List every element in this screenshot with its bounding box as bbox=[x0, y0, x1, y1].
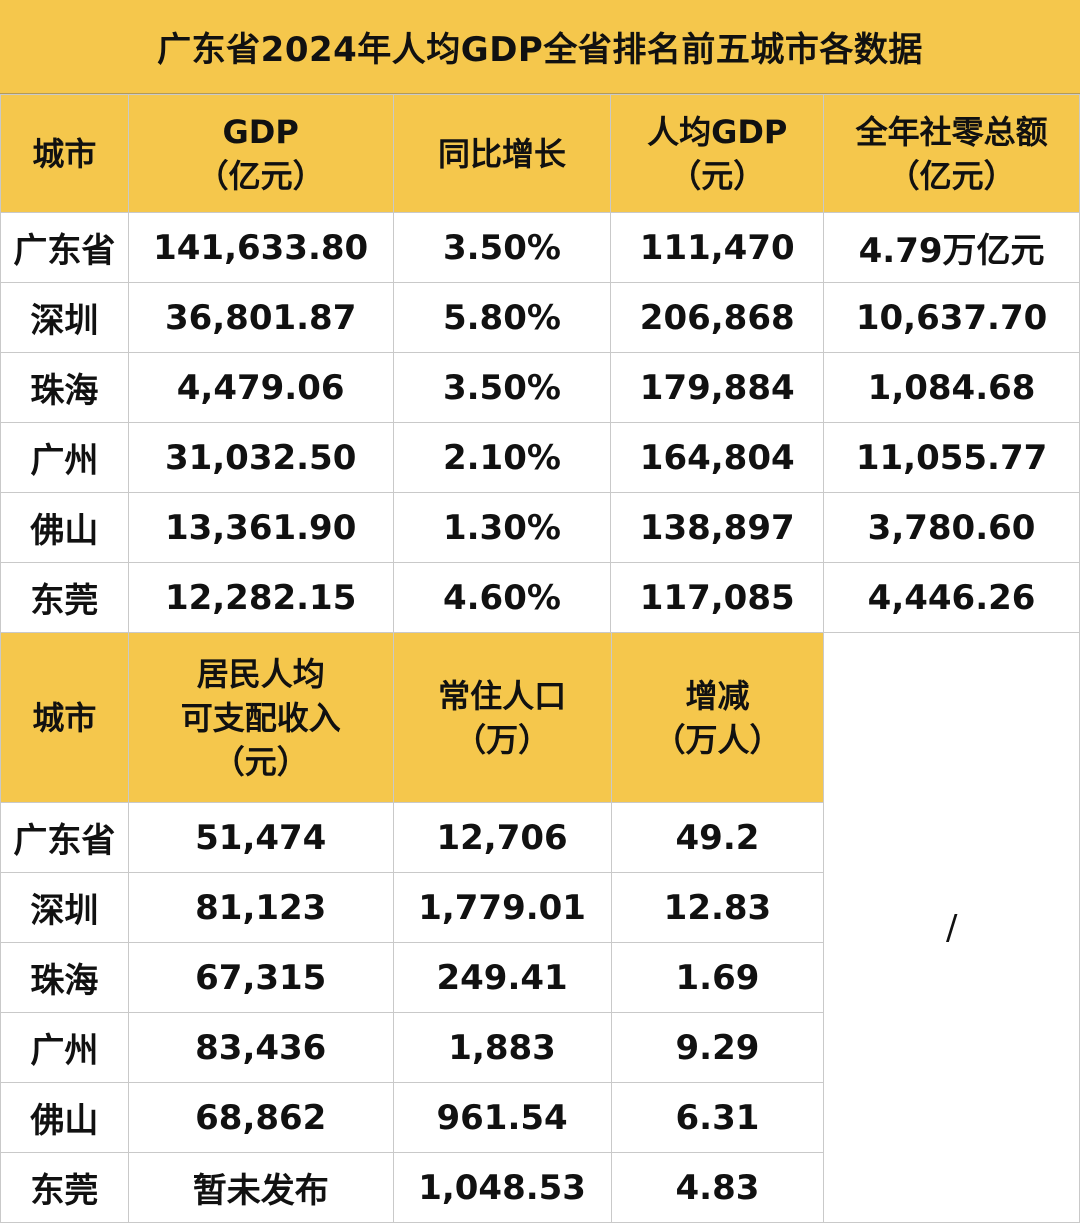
blank-cell: / bbox=[823, 632, 1080, 1223]
value-cell: 31,032.50 bbox=[127, 422, 394, 493]
table-title: 广东省2024年人均GDP全省排名前五城市各数据 bbox=[0, 0, 1080, 94]
column-header-line: 常住人口 bbox=[438, 676, 567, 715]
value-cell: 111,470 bbox=[610, 212, 825, 283]
column-header-line: （亿元） bbox=[196, 156, 325, 195]
table-row: 佛山 13,361.90 1.30% 138,897 3,780.60 bbox=[0, 492, 1080, 563]
city-cell: 东莞 bbox=[0, 1152, 129, 1223]
value-cell: 117,085 bbox=[610, 562, 825, 633]
column-header: 人均GDP （元） bbox=[610, 94, 825, 213]
value-cell: 4,446.26 bbox=[823, 562, 1080, 633]
value-cell: 12,282.15 bbox=[127, 562, 394, 633]
column-header: GDP （亿元） bbox=[127, 94, 394, 213]
value-cell: 2.10% bbox=[392, 422, 612, 493]
table-row: 广东省 51,474 12,706 49.2 bbox=[0, 802, 1080, 873]
value-cell: 249.41 bbox=[392, 942, 612, 1013]
value-cell: 1.30% bbox=[392, 492, 612, 563]
column-header-line: 全年社零总额 bbox=[855, 112, 1048, 151]
column-header-line: 城市 bbox=[32, 134, 97, 173]
value-cell: 83,436 bbox=[127, 1012, 394, 1083]
table-row: 广州 31,032.50 2.10% 164,804 11,055.77 bbox=[0, 422, 1080, 493]
city-cell: 广州 bbox=[0, 422, 129, 493]
column-header-line: （亿元） bbox=[887, 156, 1016, 195]
value-cell: 179,884 bbox=[610, 352, 825, 423]
city-cell: 广州 bbox=[0, 1012, 129, 1083]
value-cell: 1,048.53 bbox=[392, 1152, 612, 1223]
header-row: 城市 居民人均可支配收入 （元） 常住人口 （万） 增减 （万人） / bbox=[0, 632, 1080, 1223]
value-cell: 1,883 bbox=[392, 1012, 612, 1083]
value-cell: 51,474 bbox=[127, 802, 394, 873]
city-cell: 佛山 bbox=[0, 1082, 129, 1153]
column-header: 全年社零总额 （亿元） bbox=[823, 94, 1080, 213]
value-cell: 4,479.06 bbox=[127, 352, 394, 423]
column-header-line: （元） bbox=[212, 742, 309, 781]
value-cell: 961.54 bbox=[392, 1082, 612, 1153]
table-row: 东莞 12,282.15 4.60% 117,085 4,446.26 bbox=[0, 562, 1080, 633]
value-cell: 138,897 bbox=[610, 492, 825, 563]
column-header-line: 同比增长 bbox=[437, 134, 566, 173]
city-cell: 东莞 bbox=[0, 562, 129, 633]
value-cell: 1.69 bbox=[610, 942, 825, 1013]
column-header-line: 人均GDP bbox=[647, 112, 788, 151]
value-cell: 81,123 bbox=[127, 872, 394, 943]
column-header-line: （万） bbox=[454, 720, 551, 759]
value-cell: 11,055.77 bbox=[823, 422, 1080, 493]
value-cell: 5.80% bbox=[392, 282, 612, 353]
column-header: 城市 bbox=[0, 94, 129, 213]
column-header-line: （万人） bbox=[653, 720, 782, 759]
value-cell: 206,868 bbox=[610, 282, 825, 353]
table-row: 珠海 67,315 249.41 1.69 bbox=[0, 942, 1080, 1013]
city-cell: 珠海 bbox=[0, 942, 129, 1013]
value-cell: 13,361.90 bbox=[127, 492, 394, 563]
value-cell: 12,706 bbox=[392, 802, 612, 873]
column-header: 常住人口 （万） bbox=[392, 632, 612, 803]
table-row: 珠海 4,479.06 3.50% 179,884 1,084.68 bbox=[0, 352, 1080, 423]
value-cell: 1,779.01 bbox=[392, 872, 612, 943]
value-cell: 3.50% bbox=[392, 352, 612, 423]
value-cell: 67,315 bbox=[127, 942, 394, 1013]
column-header: 增减 （万人） bbox=[610, 632, 825, 803]
header-row: 城市 GDP （亿元） 同比增长 人均GDP （元） 全年社零总额 （亿元） bbox=[0, 94, 1080, 213]
column-header-line: 城市 bbox=[32, 698, 97, 737]
table-row: 佛山 68,862 961.54 6.31 bbox=[0, 1082, 1080, 1153]
city-cell: 珠海 bbox=[0, 352, 129, 423]
column-header-line: GDP bbox=[222, 112, 299, 151]
value-cell: 12.83 bbox=[610, 872, 825, 943]
table-row: 广东省 141,633.80 3.50% 111,470 4.79万亿元 bbox=[0, 212, 1080, 283]
value-cell: 49.2 bbox=[610, 802, 825, 873]
column-header-line: （元） bbox=[669, 156, 766, 195]
value-cell: 1,084.68 bbox=[823, 352, 1080, 423]
column-header-line: 居民人均 bbox=[196, 654, 325, 693]
value-cell: 3.50% bbox=[392, 212, 612, 283]
value-cell: 68,862 bbox=[127, 1082, 394, 1153]
table-row: 深圳 36,801.87 5.80% 206,868 10,637.70 bbox=[0, 282, 1080, 353]
value-cell: 6.31 bbox=[610, 1082, 825, 1153]
table-row: 东莞 暂未发布 1,048.53 4.83 bbox=[0, 1152, 1080, 1223]
column-header-line: 可支配收入 bbox=[180, 698, 341, 737]
value-cell: 4.79万亿元 bbox=[823, 212, 1080, 283]
gdp-table: 城市 GDP （亿元） 同比增长 人均GDP （元） 全年社零总额 （亿元） 广东省 141,63… bbox=[0, 94, 1080, 633]
value-cell: 3,780.60 bbox=[823, 492, 1080, 563]
column-header: 城市 bbox=[0, 632, 129, 803]
value-cell: 4.60% bbox=[392, 562, 612, 633]
value-cell: 141,633.80 bbox=[127, 212, 394, 283]
value-cell: 暂未发布 bbox=[127, 1152, 394, 1223]
value-cell: 10,637.70 bbox=[823, 282, 1080, 353]
table-row: 深圳 81,123 1,779.01 12.83 bbox=[0, 872, 1080, 943]
city-cell: 深圳 bbox=[0, 872, 129, 943]
value-cell: 4.83 bbox=[610, 1152, 825, 1223]
income-population-table: 城市 居民人均 可支配收入 （元） 常住人口 （万） 增减 （万人） / 广东省 51,474 12,… bbox=[0, 632, 1080, 1223]
column-header-line: 增减 bbox=[685, 676, 750, 715]
city-cell: 广东省 bbox=[0, 802, 129, 873]
city-cell: 佛山 bbox=[0, 492, 129, 563]
city-cell: 广东省 bbox=[0, 212, 129, 283]
column-header: 同比增长 bbox=[392, 94, 612, 213]
value-cell: 36,801.87 bbox=[127, 282, 394, 353]
column-header: 居民人均可支配收入 （元） bbox=[127, 632, 394, 803]
city-cell: 深圳 bbox=[0, 282, 129, 353]
value-cell: 164,804 bbox=[610, 422, 825, 493]
value-cell: 9.29 bbox=[610, 1012, 825, 1083]
